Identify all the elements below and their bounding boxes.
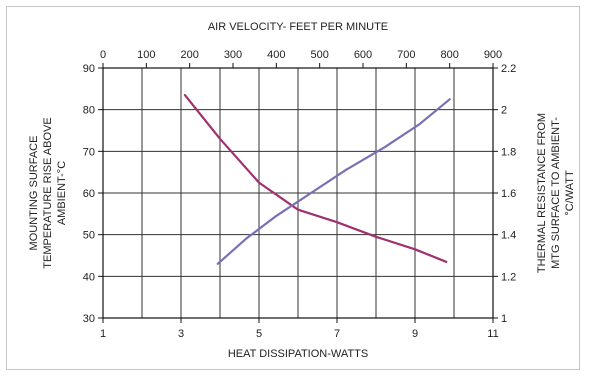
x-top-tick-label: 500 (310, 49, 328, 61)
y-right-tick-label: 1.4 (501, 230, 516, 242)
x-top-axis-title: AIR VELOCITY- FEET PER MINUTE (208, 21, 388, 33)
x-top-tick-label: 0 (100, 49, 106, 61)
y-left-tick-label: 30 (83, 313, 95, 325)
y-left-tick-label: 50 (83, 230, 95, 242)
x-top-tick-label: 400 (267, 49, 285, 61)
x-bottom-tick-label: 9 (412, 328, 418, 340)
x-top-tick-label: 600 (354, 49, 372, 61)
y-left-tick-label: 70 (83, 146, 95, 158)
series-layer (183, 93, 451, 265)
y-right-tick-label: 1.8 (501, 146, 516, 158)
x-top-tick-label: 900 (484, 49, 502, 61)
x-bottom-tick-label: 3 (178, 328, 184, 340)
x-bottom-tick-label: 1 (100, 328, 106, 340)
y-right-title-line-2: MTG SURFACE TO AMBIENT- (550, 117, 562, 269)
x-bottom-axis-title: HEAT DISSIPATION-WATTS (228, 348, 368, 360)
y-right-title-line-3: °C/WATT (564, 170, 576, 216)
y-right-tick-label: 2.2 (501, 63, 516, 75)
y-left-tick-label: 80 (83, 105, 95, 117)
grid-layer (102, 67, 494, 319)
y-left-title-line-2: TEMPERATURE RISE ABOVE (42, 117, 54, 268)
x-bottom-tick-label: 11 (487, 328, 498, 340)
y-right-tick-label: 1 (501, 313, 507, 325)
x-bottom-tick-label: 7 (334, 328, 340, 340)
y-right-axis-title: THERMAL RESISTANCE FROM MTG SURFACE TO A… (536, 113, 576, 273)
x-top-tick-label: 800 (440, 49, 458, 61)
y-left-tick-label: 90 (83, 63, 95, 75)
y-left-tick-label: 40 (83, 271, 95, 283)
chart-frame (6, 6, 580, 370)
y-right-tick-label: 1.6 (501, 188, 516, 200)
y-right-tick-label: 1.2 (501, 271, 516, 283)
y-left-title-line-1: MOUNTING SURFACE (28, 136, 40, 251)
y-left-axis-title: MOUNTING SURFACE TEMPERATURE RISE ABOVE … (28, 117, 68, 268)
ticks-layer: 1 3 5 7 9 11 0 100 200 300 400 500 600 700 800 900 30 40 5… (83, 49, 517, 340)
x-top-tick-label: 700 (397, 49, 415, 61)
y-right-title-line-1: THERMAL RESISTANCE FROM (536, 113, 548, 273)
x-top-tick-label: 200 (180, 49, 198, 61)
y-left-title-line-3: AMBIENT-°C (56, 161, 68, 225)
y-right-tick-label: 2 (501, 105, 507, 117)
y-left-tick-label: 60 (83, 188, 95, 200)
x-bottom-tick-label: 5 (256, 328, 262, 340)
series-line-0 (183, 93, 448, 263)
x-top-tick-label: 300 (224, 49, 242, 61)
x-top-tick-label: 100 (137, 49, 155, 61)
series-line-1 (216, 98, 451, 265)
